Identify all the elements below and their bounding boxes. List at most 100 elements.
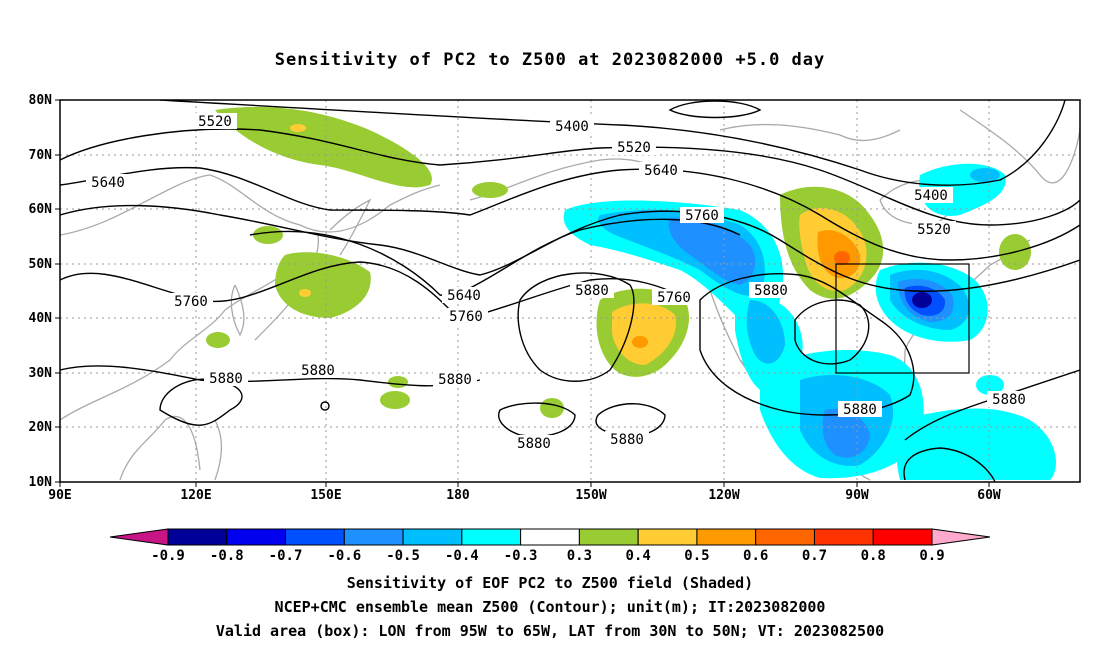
coast-asia <box>60 174 441 236</box>
contour-label-text: 5760 <box>657 290 691 306</box>
colorbar-swatch <box>461 528 522 546</box>
blob-blue-gulfmexico <box>822 408 870 458</box>
coast-korea <box>230 284 245 337</box>
contour-label-text: 5400 <box>914 188 948 204</box>
colorbar-label: -0.4 <box>445 548 479 564</box>
shading-negative <box>563 163 1056 480</box>
colorbar-label: -0.6 <box>327 548 361 564</box>
contour-label: 5760 <box>169 293 213 310</box>
colorbar-label: 0.3 <box>567 548 592 564</box>
colorbar: -0.9 -0.8 -0.7 -0.6 -0.5 -0.4 -0.3 0.3 0.4 0.5 0.6… <box>109 528 991 564</box>
blob-yellow-kamchatka <box>299 289 311 297</box>
blob-darkorange-greatplains <box>834 251 850 265</box>
contour-label: 5880 <box>570 282 614 299</box>
contour-label-text: 5880 <box>843 402 877 418</box>
contour-5880-west <box>60 365 481 387</box>
z500-contours <box>60 100 1080 482</box>
y-tick-label: 70N <box>29 148 53 163</box>
contour-label-text: 5880 <box>575 283 609 299</box>
contour-label-text: 5880 <box>517 436 551 452</box>
x-tick-label: 90E <box>48 488 71 503</box>
y-tick-label: 20N <box>29 420 53 435</box>
contour-5880-subtrop-a <box>159 378 243 426</box>
contour-5880-inner <box>794 299 870 365</box>
colorbar-label: -0.9 <box>151 548 185 564</box>
blob-green-pacific-3 <box>540 398 564 418</box>
contour-label-text: 5520 <box>617 140 651 156</box>
y-tick-label: 60N <box>29 202 53 217</box>
blob-green-pacific-2 <box>380 391 410 409</box>
contour-label-text: 5880 <box>301 363 335 379</box>
colorbar-label: 0.9 <box>919 548 944 564</box>
contour-label: 5880 <box>433 371 477 388</box>
contour-label: 5760 <box>680 207 724 224</box>
colorbar-swatch <box>696 528 757 546</box>
x-tick-label: 120W <box>708 488 739 503</box>
contour-5640-trough <box>249 218 741 296</box>
contour-label: 5400 <box>909 187 953 204</box>
colorbar-swatch <box>402 528 463 546</box>
y-tick-label: 80N <box>29 93 53 108</box>
contour-5400 <box>159 100 1066 186</box>
x-axis-labels: 90E 120E 150E 180 150W 120W 90W 60W <box>48 488 1001 503</box>
x-tick-label: 90W <box>845 488 869 503</box>
colorbar-label: 0.7 <box>802 548 827 564</box>
colorbar-label: -0.7 <box>269 548 303 564</box>
y-tick-label: 10N <box>29 475 53 490</box>
contour-label-text: 5520 <box>917 222 951 238</box>
blob-cyan-bermuda <box>976 375 1004 395</box>
map-frame <box>59 99 1081 483</box>
contour-label: 5880 <box>987 391 1031 408</box>
y-tick-label: 30N <box>29 366 53 381</box>
contour-label: 5640 <box>86 174 130 191</box>
contour-5880-pac-c <box>595 403 666 437</box>
coast-philippines <box>214 419 223 481</box>
coast-greenland <box>959 109 1080 184</box>
contour-5880-pac-b <box>498 402 576 437</box>
blob-green-arctic <box>215 106 432 188</box>
blob-lightblue-greenland <box>970 168 1000 182</box>
contour-label-text: 5520 <box>198 114 232 130</box>
caption-line-2: NCEP+CMC ensemble mean Z500 (Contour); u… <box>274 598 826 616</box>
blob-green-japan <box>206 332 230 348</box>
blob-orange-hawaii <box>632 336 648 348</box>
y-tick-label: 40N <box>29 311 53 326</box>
contour-label: 5640 <box>639 162 683 179</box>
contour-label-text: 5880 <box>992 392 1026 408</box>
contour-label: 5520 <box>193 113 237 130</box>
colorbar-swatch <box>637 528 698 546</box>
blob-navy-eastcoast <box>912 292 932 308</box>
caption-line-3: Valid area (box): LON from 95W to 65W, L… <box>215 622 885 640</box>
colorbar-end-min <box>109 528 169 546</box>
axis-tick-marks <box>55 99 990 487</box>
contour-label-text: 5640 <box>644 163 678 179</box>
coast-indochina <box>119 415 201 481</box>
chart-title: Sensitivity of PC2 to Z500 at 2023082000… <box>274 50 826 70</box>
contour-5400-small <box>668 100 762 119</box>
colorbar-end-max <box>931 528 991 546</box>
contour-label: 5880 <box>749 282 793 299</box>
blob-green-kamchatka <box>275 252 371 318</box>
coast-china <box>60 269 291 421</box>
contour-label: 5640 <box>442 287 486 304</box>
colorbar-swatch <box>520 528 580 546</box>
x-tick-label: 180 <box>446 488 470 503</box>
contour-label-text: 5880 <box>754 283 788 299</box>
contour-label: 5400 <box>550 118 594 135</box>
colorbar-label: 0.5 <box>684 548 709 564</box>
colorbar-label: -0.5 <box>386 548 420 564</box>
contour-label: 5760 <box>444 308 488 325</box>
coast-kamchatka <box>329 198 372 256</box>
contour-label-text: 5880 <box>209 371 243 387</box>
colorbar-swatch <box>755 528 815 546</box>
x-tick-label: 120E <box>180 488 211 503</box>
colorbar-swatch <box>285 528 345 546</box>
blob-green-alaska <box>472 182 508 198</box>
contour-label-text: 5640 <box>91 175 125 191</box>
contour-small-ring <box>320 401 330 411</box>
contour-label: 5880 <box>838 401 882 418</box>
contour-label-text: 5760 <box>685 208 719 224</box>
contour-label: 5880 <box>204 370 248 387</box>
contour-label: 5520 <box>612 139 656 156</box>
contour-5640 <box>60 166 1080 261</box>
